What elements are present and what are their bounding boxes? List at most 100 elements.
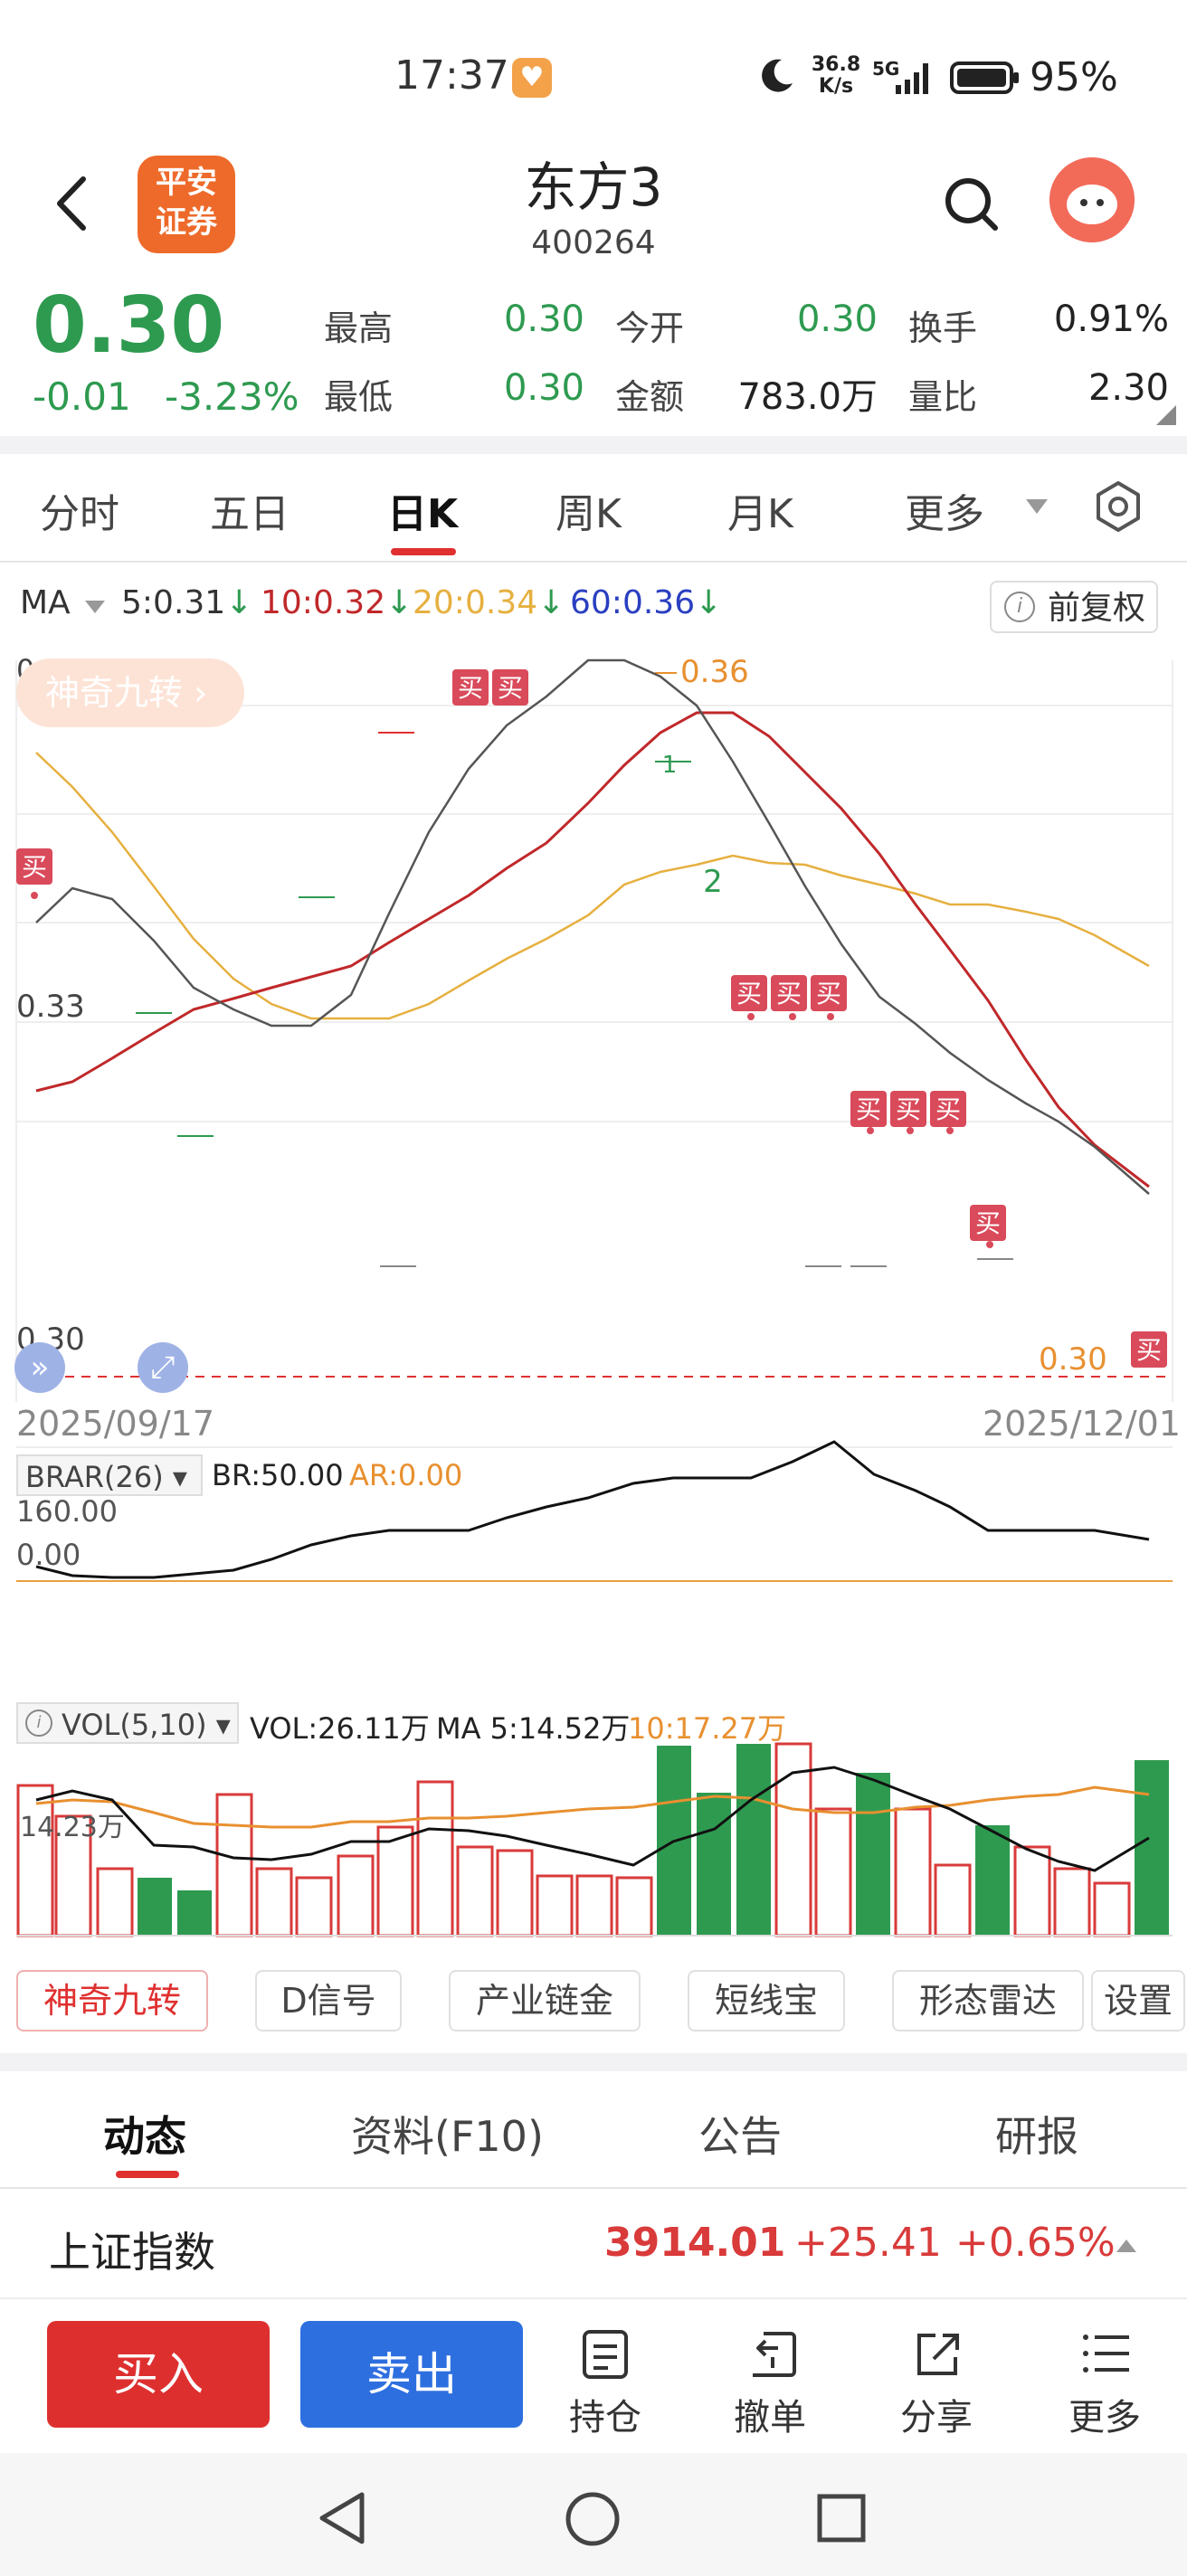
buy-marker — [850, 1091, 887, 1127]
volume-bar-down — [697, 1793, 731, 1936]
divider — [0, 2053, 1187, 2071]
status-bar: 17:37 ♥ 36.8 K/s 5G 95% — [0, 0, 1187, 154]
ar-value: AR:0.00 — [349, 1458, 463, 1492]
ma-label[interactable]: MA — [20, 584, 71, 621]
cancel-order-icon — [753, 2332, 796, 2377]
cancel-order-label: 撤单 — [734, 2397, 806, 2439]
kline-chart[interactable]: 0.360.330.300.300.36买买买买买买买买买买买12160.000… — [0, 651, 1187, 1945]
back-icon[interactable] — [45, 172, 100, 235]
tab-research[interactable]: 研报 — [995, 2112, 1078, 2161]
quote-value-amount: 783.0万 — [737, 376, 878, 418]
tab-news[interactable]: 动态 — [103, 2112, 186, 2161]
index-change-pct: +0.65% — [955, 2220, 1116, 2266]
vol-value: VOL:26.11万 — [250, 1711, 430, 1746]
ma60-value: 60:0.36↓ — [570, 584, 723, 621]
magic-nine-button[interactable]: 神奇九转 › — [16, 658, 244, 727]
broker-logo: 平安 证券 — [138, 156, 235, 253]
chevron-down-icon[interactable] — [1024, 497, 1049, 516]
vol-ma5-line — [35, 1766, 1150, 1872]
position-label: 持仓 — [569, 2397, 641, 2439]
tab-more[interactable]: 更多 — [905, 491, 984, 537]
system-nav-bar — [0, 2453, 1187, 2576]
network-type: 5G — [872, 58, 900, 80]
volume-bar-up — [575, 1874, 613, 1937]
tab-announcements[interactable]: 公告 — [698, 2112, 782, 2161]
brar-selector[interactable]: BRAR(26) ▾ — [16, 1454, 203, 1496]
volume-bar-up — [496, 1849, 534, 1937]
nav-back-icon[interactable] — [317, 2491, 367, 2545]
index-change: +25.41 — [794, 2220, 942, 2266]
buy-dot — [907, 1127, 914, 1134]
index-value: 3914.01 — [604, 2220, 786, 2266]
info-tabs: 动态 资料(F10) 公告 研报 — [0, 2071, 1187, 2189]
buy-button[interactable]: 买入 — [47, 2321, 270, 2428]
volume-bar-up — [456, 1845, 494, 1937]
price-change-pct: -3.23% — [165, 374, 299, 419]
y-label-mid: 0.33 — [16, 989, 85, 1025]
tab-intraday[interactable]: 分时 — [40, 491, 119, 537]
buy-marker — [731, 975, 767, 1011]
buy-marker — [492, 669, 528, 706]
avatar[interactable] — [1049, 157, 1135, 242]
tool-magic-nine[interactable]: 神奇九转 — [16, 1970, 208, 2031]
buy-dot — [31, 892, 38, 899]
tab-monthly-k[interactable]: 月K — [727, 491, 793, 537]
battery-percent: 95% — [1030, 54, 1118, 100]
index-ticker[interactable]: 上证指数 3914.01 +25.41 +0.65% — [0, 2189, 1187, 2299]
tool-pattern-radar[interactable]: 形态雷达 — [892, 1970, 1084, 2031]
active-tab-indicator — [391, 548, 456, 555]
buy-dot — [789, 1013, 796, 1020]
buy-marker-label: 买 — [498, 673, 523, 703]
vol-selector[interactable]: i VOL(5,10) ▾ — [16, 1702, 239, 1744]
quote-label-high: 最高 — [324, 308, 394, 348]
ma-dropdown-icon[interactable] — [83, 599, 107, 615]
volume-bar-up — [814, 1807, 852, 1937]
quote-label-low: 最低 — [324, 377, 394, 417]
volume-bar-up — [337, 1854, 375, 1937]
volume-bar-up — [536, 1874, 574, 1937]
volume-bar-up — [54, 1814, 92, 1937]
current-price: 0.30 — [33, 280, 225, 371]
expand-corner-icon[interactable] — [1156, 405, 1176, 425]
tab-f10[interactable]: 资料(F10) — [351, 2112, 544, 2161]
vol-ma10: 10:17.27万 — [628, 1711, 787, 1746]
sell-button[interactable]: 卖出 — [300, 2321, 523, 2428]
battery-icon — [950, 62, 1019, 94]
fullscreen-icon[interactable]: ⤢ — [138, 1342, 188, 1393]
volume-bar-up — [774, 1742, 812, 1937]
vol-y-label: 14.23万 — [20, 1812, 125, 1843]
net-speed: 36.8 K/s — [811, 53, 861, 98]
brar-y-top: 160.00 — [16, 1494, 118, 1529]
volume-bar-down — [975, 1825, 1010, 1936]
tab-weekly-k[interactable]: 周K — [556, 491, 622, 537]
ma20-line — [35, 752, 1150, 1020]
tool-short-term[interactable]: 短线宝 — [688, 1970, 845, 2031]
nav-home-icon[interactable] — [565, 2491, 621, 2547]
adjust-price-button[interactable]: i 前复权 — [990, 581, 1158, 633]
vol-ma5: MA 5:14.52万 — [436, 1711, 631, 1746]
tool-settings[interactable]: 设置 — [1091, 1970, 1185, 2031]
stock-name: 东方3 — [524, 156, 663, 218]
nav-recents-icon[interactable] — [816, 2493, 867, 2543]
caret-up-icon — [1116, 2240, 1136, 2252]
tab-five-day[interactable]: 五日 — [210, 491, 290, 537]
volume-bar-down — [1135, 1760, 1169, 1936]
volume-bar-up — [255, 1867, 293, 1937]
buy-marker-label: 买 — [896, 1094, 921, 1124]
share-icon — [917, 2334, 959, 2375]
expand-left-icon[interactable]: » — [14, 1342, 65, 1393]
tool-industry-chain[interactable]: 产业链金 — [449, 1970, 641, 2031]
gear-icon[interactable] — [1091, 479, 1145, 534]
volume-bar-up — [215, 1793, 253, 1937]
tool-d-signal[interactable]: D信号 — [255, 1970, 402, 2031]
search-icon[interactable] — [941, 174, 1002, 235]
status-time: 17:37 — [394, 52, 509, 99]
volume-bar-up — [295, 1876, 333, 1937]
volume-bar-down — [736, 1744, 771, 1936]
brar-y-bottom: 0.00 — [16, 1538, 81, 1572]
volume-bar-up — [894, 1807, 932, 1937]
tab-daily-k[interactable]: 日K — [387, 491, 459, 537]
buy-marker — [890, 1091, 926, 1127]
volume-bar-up — [416, 1780, 454, 1937]
br-line — [35, 1440, 1150, 1579]
